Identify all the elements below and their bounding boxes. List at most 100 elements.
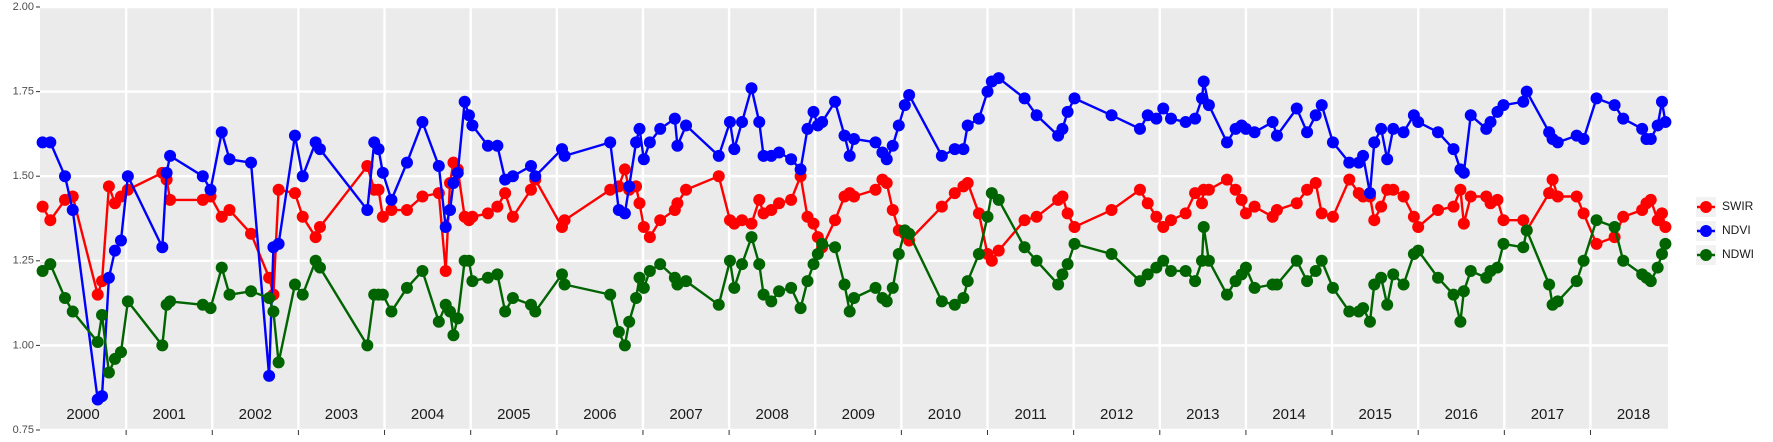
data-point <box>1546 173 1559 186</box>
data-point <box>313 261 326 274</box>
data-point <box>361 339 374 352</box>
data-point <box>612 325 625 338</box>
data-point <box>1157 254 1170 267</box>
y-tick-label: 0.75 <box>13 424 34 436</box>
data-point <box>1150 210 1163 223</box>
data-point <box>1202 183 1215 196</box>
data-point <box>838 278 851 291</box>
data-point <box>1497 99 1510 112</box>
data-point <box>1484 116 1497 129</box>
data-point <box>869 183 882 196</box>
data-point <box>1577 132 1590 145</box>
data-point <box>1368 136 1381 149</box>
data-point <box>1229 183 1242 196</box>
data-point <box>1577 207 1590 220</box>
data-point <box>757 288 770 301</box>
x-tick-label: 2016 <box>1445 406 1478 423</box>
data-point <box>935 295 948 308</box>
data-point <box>288 278 301 291</box>
data-point <box>1397 126 1410 139</box>
data-point <box>160 166 173 179</box>
data-point <box>654 214 667 227</box>
data-point <box>1412 116 1425 129</box>
data-point <box>1368 214 1381 227</box>
data-point <box>1432 126 1445 139</box>
data-point <box>1068 92 1081 105</box>
data-point <box>1164 112 1177 125</box>
data-point <box>506 210 519 223</box>
data-point <box>439 220 452 233</box>
data-point <box>1133 122 1146 135</box>
data-point <box>272 183 285 196</box>
data-point <box>723 254 736 267</box>
data-point <box>736 214 749 227</box>
data-point <box>1543 278 1556 291</box>
data-point <box>458 95 471 108</box>
data-point <box>215 261 228 274</box>
data-point <box>671 139 684 152</box>
data-point <box>1343 305 1356 318</box>
data-point <box>1164 264 1177 277</box>
data-point <box>1056 268 1069 281</box>
data-point <box>558 278 571 291</box>
data-point <box>1141 197 1154 210</box>
data-point <box>838 129 851 142</box>
data-point <box>604 136 617 149</box>
data-point <box>668 112 681 125</box>
x-tick-label: 2002 <box>239 406 272 423</box>
data-point <box>745 217 758 230</box>
data-point <box>223 288 236 301</box>
data-point <box>785 153 798 166</box>
data-point <box>736 258 749 271</box>
data-point <box>313 143 326 156</box>
data-point <box>96 308 109 321</box>
data-point <box>1520 224 1533 237</box>
data-point <box>108 244 121 257</box>
data-point <box>1577 254 1590 267</box>
data-point <box>1105 204 1118 217</box>
data-point <box>618 339 631 352</box>
data-point <box>1179 116 1192 129</box>
data-point <box>66 305 79 318</box>
data-point <box>164 295 177 308</box>
data-point <box>794 302 807 315</box>
data-point <box>1157 102 1170 115</box>
data-point <box>972 248 985 261</box>
data-point <box>1590 92 1603 105</box>
data-point <box>604 288 617 301</box>
data-point <box>385 305 398 318</box>
data-point <box>1375 200 1388 213</box>
data-point <box>164 149 177 162</box>
data-point <box>272 356 285 369</box>
data-point <box>811 248 824 261</box>
data-point <box>829 241 842 254</box>
data-point <box>633 271 646 284</box>
data-point <box>1517 241 1530 254</box>
data-point <box>245 285 258 298</box>
data-point <box>972 112 985 125</box>
data-point <box>376 288 389 301</box>
data-point <box>1301 126 1314 139</box>
data-point <box>1617 254 1630 267</box>
data-point <box>1608 99 1621 112</box>
data-point <box>1202 254 1215 267</box>
data-point <box>481 271 494 284</box>
data-point <box>935 200 948 213</box>
data-point <box>957 143 970 156</box>
data-point <box>785 281 798 294</box>
data-point <box>451 312 464 325</box>
data-point <box>712 170 725 183</box>
data-point <box>637 220 650 233</box>
data-point <box>1061 105 1074 118</box>
data-point <box>121 170 134 183</box>
data-point <box>491 268 504 281</box>
data-point <box>1030 210 1043 223</box>
data-point <box>114 346 127 359</box>
data-point <box>623 180 636 193</box>
data-point <box>773 146 786 159</box>
data-point <box>643 136 656 149</box>
data-point <box>1164 214 1177 227</box>
data-point <box>204 183 217 196</box>
y-tick-label: 1.75 <box>13 86 34 98</box>
data-point <box>1326 136 1339 149</box>
